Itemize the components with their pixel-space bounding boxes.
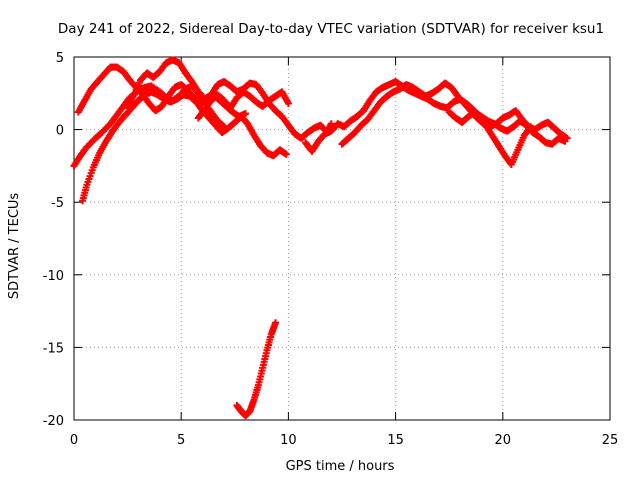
x-tick-label: 25 xyxy=(602,433,619,448)
chart-title: Day 241 of 2022, Sidereal Day-to-day VTE… xyxy=(58,21,604,37)
series-track-5 xyxy=(194,88,292,122)
x-tick-label: 0 xyxy=(70,433,78,448)
x-tick-label: 15 xyxy=(387,433,404,448)
x-tick-label: 20 xyxy=(495,433,512,448)
data-point xyxy=(284,99,292,107)
y-tick-label: -5 xyxy=(51,196,64,211)
series-track-8 xyxy=(445,108,569,148)
y-axis-label: SDTVAR / TECUs xyxy=(7,193,22,300)
y-tick-label: 5 xyxy=(56,51,64,66)
y-tick-label: -20 xyxy=(43,414,64,429)
series-track-9 xyxy=(233,319,280,420)
plot-frame xyxy=(73,56,611,421)
data-point xyxy=(327,120,335,128)
series-track-3 xyxy=(79,88,290,205)
y-tick-label: -15 xyxy=(43,341,64,356)
data-point xyxy=(561,137,569,145)
data-point xyxy=(282,150,290,158)
data-point xyxy=(242,110,250,118)
y-tick-label: -10 xyxy=(43,269,64,284)
ticks-layer: 0 5 10 15 20 25 5 0 -5 -10 -15 -20 xyxy=(43,51,619,448)
x-tick-label: 5 xyxy=(177,433,185,448)
data-layer xyxy=(70,56,571,420)
data-point xyxy=(272,319,280,327)
x-axis-label: GPS time / hours xyxy=(286,459,395,474)
x-tick-label: 10 xyxy=(280,433,297,448)
y-tick-label: 0 xyxy=(56,124,64,139)
